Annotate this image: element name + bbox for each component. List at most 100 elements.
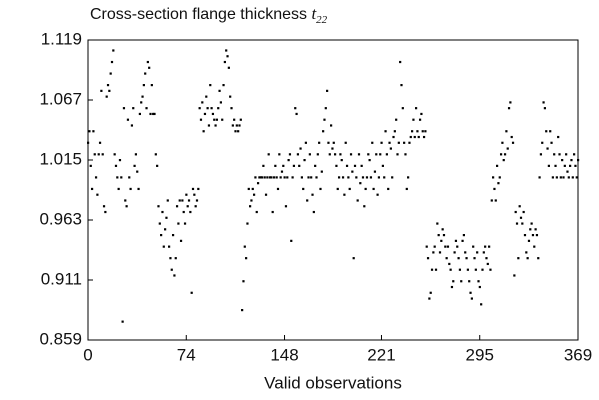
point — [171, 234, 175, 237]
point — [333, 153, 337, 156]
point — [125, 205, 128, 208]
point — [365, 176, 369, 179]
point — [521, 222, 524, 225]
point — [478, 285, 481, 289]
point — [387, 187, 390, 191]
point — [385, 153, 388, 156]
point — [100, 89, 103, 92]
point — [157, 205, 160, 208]
point — [441, 228, 444, 231]
point — [318, 141, 321, 144]
point — [460, 280, 463, 283]
point — [388, 141, 391, 144]
point — [323, 118, 326, 121]
point — [353, 164, 357, 167]
point — [254, 176, 257, 179]
point — [230, 107, 233, 110]
point — [381, 164, 384, 167]
point — [245, 257, 248, 260]
point — [223, 60, 226, 64]
point — [320, 170, 323, 173]
point — [344, 141, 347, 144]
point — [117, 187, 120, 191]
point — [191, 187, 195, 191]
point — [287, 159, 290, 162]
point — [140, 101, 143, 104]
point — [490, 199, 493, 202]
point — [541, 141, 544, 144]
point — [570, 159, 573, 162]
point — [170, 268, 173, 271]
point — [195, 199, 199, 202]
point — [425, 245, 428, 248]
point — [446, 245, 450, 248]
point — [263, 176, 266, 179]
point — [105, 95, 108, 98]
point — [429, 291, 432, 294]
point — [379, 153, 382, 156]
point — [221, 118, 224, 121]
point — [108, 89, 111, 92]
point — [300, 176, 303, 179]
point — [574, 164, 577, 167]
point — [193, 193, 196, 196]
point — [542, 101, 545, 104]
point — [434, 268, 438, 271]
point — [573, 153, 576, 156]
point — [242, 280, 245, 283]
point — [438, 251, 442, 254]
point — [122, 107, 126, 110]
point — [405, 187, 408, 191]
point — [497, 182, 500, 185]
point — [361, 176, 365, 179]
point — [383, 176, 386, 179]
point — [274, 164, 277, 167]
point — [234, 130, 237, 133]
point — [296, 153, 300, 156]
point — [279, 176, 282, 179]
title-text: Cross-section flange thickness — [90, 6, 307, 23]
point — [144, 72, 147, 75]
point — [288, 153, 292, 156]
point — [310, 176, 313, 179]
point — [477, 280, 480, 283]
point — [322, 130, 325, 133]
point — [129, 187, 132, 191]
point — [303, 159, 306, 162]
point — [537, 257, 540, 260]
point — [250, 199, 253, 202]
point — [448, 262, 451, 266]
point — [364, 187, 367, 191]
point — [189, 210, 192, 214]
point — [311, 193, 314, 196]
point — [485, 257, 488, 260]
point — [376, 193, 379, 196]
point — [473, 257, 476, 260]
x-tick-label: 369 — [564, 345, 592, 364]
point — [408, 141, 411, 144]
point — [93, 153, 96, 156]
point — [470, 297, 473, 300]
point — [561, 159, 564, 162]
point — [331, 147, 334, 150]
point — [251, 187, 254, 191]
point — [213, 118, 216, 121]
y-tick-label: 1.119 — [41, 29, 82, 48]
point — [307, 176, 310, 179]
point — [152, 112, 155, 116]
point — [484, 245, 487, 248]
point — [458, 268, 462, 271]
point — [371, 141, 374, 144]
point — [337, 176, 341, 179]
point — [88, 130, 91, 133]
point — [502, 159, 505, 162]
point — [493, 187, 496, 191]
point — [173, 274, 176, 277]
point — [349, 153, 353, 156]
point — [566, 170, 569, 173]
point — [454, 239, 458, 242]
point — [422, 135, 426, 139]
point — [291, 176, 294, 179]
point — [278, 153, 281, 156]
point — [449, 268, 452, 271]
